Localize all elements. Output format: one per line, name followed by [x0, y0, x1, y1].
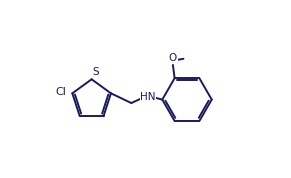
- Text: O: O: [169, 53, 177, 63]
- Text: Cl: Cl: [56, 87, 67, 97]
- Text: HN: HN: [140, 92, 156, 102]
- Text: S: S: [93, 67, 99, 77]
